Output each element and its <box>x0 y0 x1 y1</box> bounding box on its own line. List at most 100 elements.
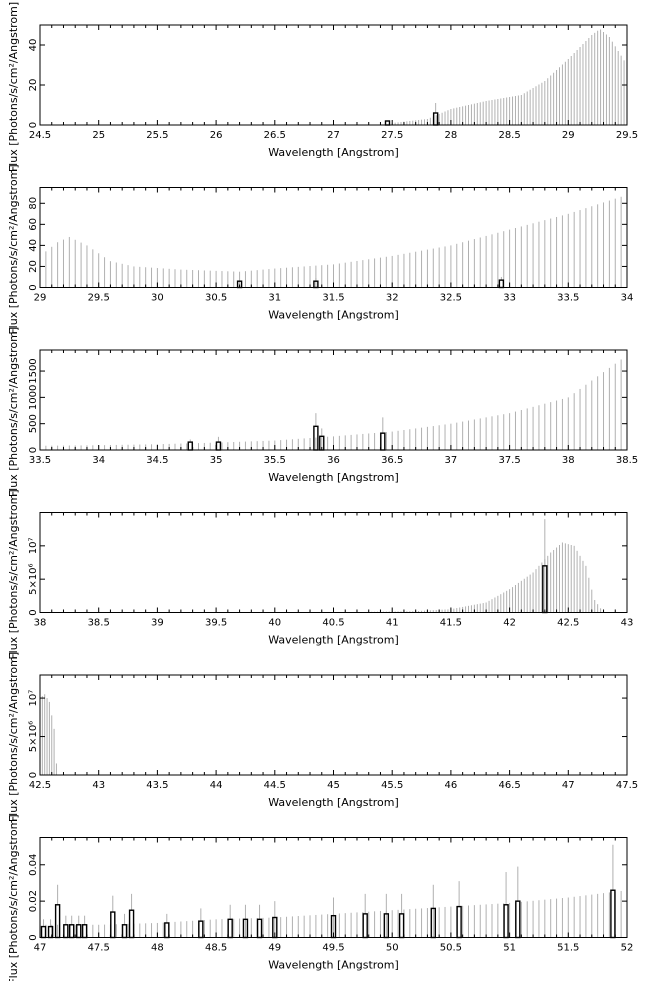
y-tick-label: 20 <box>28 260 39 273</box>
x-tick-label: 50 <box>386 943 399 954</box>
panel-4: 38 38.5 39 39.5 40 40.5 41 41.5 42 42.5 43 0 5×10⁶ 10… <box>7 489 633 659</box>
x-tick-label: 42.5 <box>29 780 51 791</box>
y-tick-label: 40 <box>28 39 39 52</box>
x-tick-label: 38.5 <box>88 618 110 629</box>
x-tick-label: 24.5 <box>29 130 51 141</box>
x-axis-label: Wavelength [Angstrom] <box>268 959 399 972</box>
x-tick-label: 38 <box>34 618 47 629</box>
x-tick-label: 48 <box>151 943 164 954</box>
y-tick-label: 0 <box>28 772 39 778</box>
x-tick-label: 44.5 <box>264 780 286 791</box>
x-axis-label: Wavelength [Angstrom] <box>268 471 399 484</box>
panel-1: 24.5 25 25.5 26 26.5 27 27.5 28 28.5 29 29.5 0 20 40 W… <box>7 2 638 172</box>
emission-line-bar <box>81 924 88 939</box>
y-tick-label: 500 <box>28 414 39 433</box>
x-tick-label: 40.5 <box>322 618 344 629</box>
emission-lines <box>40 844 616 939</box>
emission-line-bar <box>498 279 505 289</box>
x-tick-label: 28.5 <box>498 130 520 141</box>
emission-line-bar <box>380 432 386 451</box>
x-tick-label: 29 <box>34 293 47 304</box>
x-tick-label: 29 <box>562 130 575 141</box>
continuum <box>39 194 628 288</box>
y-axis-label: Flux [Photons/s/cm²/Angstrom] <box>7 327 20 497</box>
panel-3: 33.5 34 34.5 35 35.5 36 36.5 37 37.5 38 38.5 0 500 10… <box>7 327 638 497</box>
x-tick-label: 36.5 <box>381 455 403 466</box>
y-tick-label: 10⁷ <box>28 537 39 554</box>
emission-line-bar <box>198 920 204 939</box>
emission-line-bar <box>164 922 170 939</box>
x-tick-label: 34 <box>621 293 634 304</box>
x-tick-label: 30.5 <box>205 293 227 304</box>
emission-lines <box>236 276 505 289</box>
emission-line-bar <box>63 924 69 939</box>
y-tick-label: 1500 <box>28 358 39 383</box>
x-tick-label: 33 <box>503 293 516 304</box>
emission-line-bar <box>503 904 509 939</box>
x-tick-label: 29.5 <box>616 130 638 141</box>
emission-line-bar <box>362 913 368 939</box>
x-tick-label: 50.5 <box>440 943 462 954</box>
x-tick-label: 32 <box>386 293 399 304</box>
y-tick-label: 80 <box>28 197 39 210</box>
panel-2: 29 29.5 30 30.5 31 31.5 32 32.5 33 33.5 34 0 20 40 60 8… <box>7 164 633 334</box>
y-tick-label: 60 <box>28 218 39 231</box>
x-tick-label: 42 <box>503 618 516 629</box>
emission-line-bar <box>121 924 128 939</box>
x-tick-label: 47 <box>562 780 575 791</box>
x-tick-label: 41.5 <box>440 618 462 629</box>
x-tick-label: 45 <box>327 780 340 791</box>
plot-frame <box>39 674 628 776</box>
y-tick-label: 40 <box>28 239 39 252</box>
y-tick-label: 1000 <box>28 385 39 410</box>
y-tick-label: 0 <box>28 284 39 290</box>
y-tick-label: 0.04 <box>28 854 39 876</box>
x-tick-label: 38.5 <box>616 455 638 466</box>
x-tick-label: 31 <box>268 293 281 304</box>
x-tick-label: 28 <box>445 130 458 141</box>
y-axis-label: Flux [Photons/s/cm²/Angstrom] <box>7 652 20 822</box>
x-tick-label: 25.5 <box>146 130 168 141</box>
continuum <box>368 542 602 613</box>
x-tick-label: 27 <box>327 130 340 141</box>
x-tick-label: 43 <box>92 780 105 791</box>
x-tick-label: 34 <box>92 455 105 466</box>
x-tick-label: 43 <box>621 618 634 629</box>
emission-line-bar <box>215 441 222 451</box>
x-tick-label: 46.5 <box>498 780 520 791</box>
x-tick-label: 26.5 <box>264 130 286 141</box>
y-axis-label: Flux [Photons/s/cm²/Angstrom] <box>7 164 20 334</box>
emission-line-bar <box>515 900 521 939</box>
emission-line-bar <box>432 112 439 126</box>
x-tick-label: 26 <box>210 130 223 141</box>
emission-line-bar <box>128 909 135 939</box>
emission-line-bar <box>456 905 462 939</box>
x-tick-label: 32.5 <box>440 293 462 304</box>
x-tick-label: 39.5 <box>205 618 227 629</box>
x-tick-label: 35.5 <box>264 455 286 466</box>
panel-6: 47 47.5 48 48.5 49 49.5 50 50.5 51 51.5 52 0 0.02 0.0… <box>7 814 633 981</box>
emission-line-bar <box>110 911 116 939</box>
y-tick-label: 0.02 <box>28 890 39 912</box>
x-tick-label: 30 <box>151 293 164 304</box>
emission-line-bar <box>187 441 193 451</box>
emission-line-bar <box>76 924 82 939</box>
x-tick-label: 47.5 <box>616 780 638 791</box>
x-tick-label: 43.5 <box>146 780 168 791</box>
x-tick-label: 33.5 <box>29 455 51 466</box>
emission-line-bar <box>384 120 391 126</box>
x-tick-label: 27.5 <box>381 130 403 141</box>
x-tick-label: 34.5 <box>146 455 168 466</box>
y-tick-label: 20 <box>28 79 39 92</box>
continuum <box>391 29 628 125</box>
x-tick-label: 39 <box>151 618 164 629</box>
emission-line-bar <box>610 889 616 939</box>
x-tick-label: 44 <box>210 780 223 791</box>
y-tick-label: 0 <box>28 447 39 453</box>
continuum <box>39 694 57 775</box>
x-tick-label: 29.5 <box>88 293 110 304</box>
y-tick-label: 0 <box>28 122 39 128</box>
x-tick-label: 47 <box>34 943 47 954</box>
x-axis-label: Wavelength [Angstrom] <box>268 146 399 159</box>
